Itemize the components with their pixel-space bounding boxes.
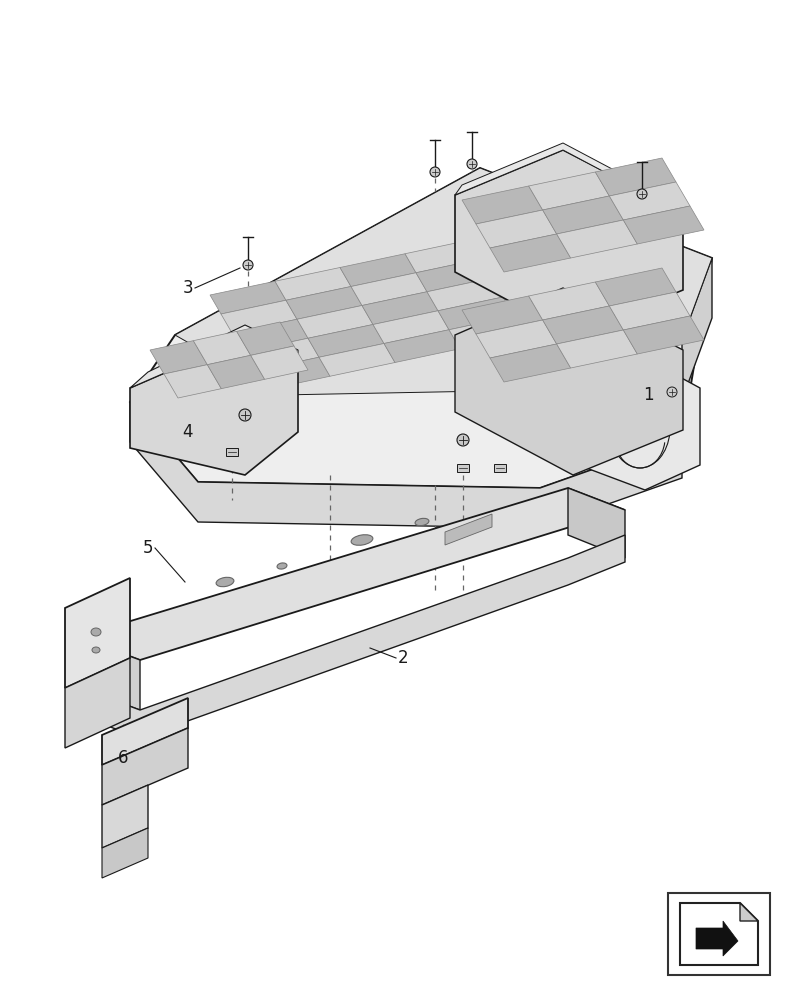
Text: 5: 5 bbox=[142, 539, 152, 557]
Text: 1: 1 bbox=[642, 386, 653, 404]
Polygon shape bbox=[384, 330, 460, 362]
Circle shape bbox=[466, 159, 476, 169]
Polygon shape bbox=[568, 488, 624, 558]
Polygon shape bbox=[130, 338, 298, 475]
Circle shape bbox=[238, 409, 251, 421]
Polygon shape bbox=[679, 903, 757, 965]
Polygon shape bbox=[454, 150, 682, 335]
Polygon shape bbox=[78, 637, 139, 710]
Circle shape bbox=[242, 260, 253, 270]
Polygon shape bbox=[207, 355, 264, 389]
Polygon shape bbox=[528, 172, 608, 210]
Circle shape bbox=[636, 189, 646, 199]
Polygon shape bbox=[623, 206, 703, 244]
Polygon shape bbox=[285, 286, 362, 319]
Polygon shape bbox=[542, 306, 623, 344]
Polygon shape bbox=[489, 344, 570, 382]
FancyBboxPatch shape bbox=[457, 464, 469, 472]
FancyBboxPatch shape bbox=[225, 448, 238, 456]
Polygon shape bbox=[102, 698, 188, 765]
Polygon shape bbox=[275, 267, 350, 300]
Polygon shape bbox=[297, 306, 372, 338]
Polygon shape bbox=[130, 402, 681, 528]
Circle shape bbox=[457, 434, 469, 446]
FancyBboxPatch shape bbox=[667, 893, 769, 975]
Polygon shape bbox=[102, 828, 148, 878]
Ellipse shape bbox=[277, 563, 286, 569]
Text: 2: 2 bbox=[397, 649, 408, 667]
Polygon shape bbox=[150, 341, 207, 374]
Polygon shape bbox=[251, 346, 307, 379]
Polygon shape bbox=[78, 488, 624, 660]
Polygon shape bbox=[340, 254, 415, 286]
Polygon shape bbox=[454, 143, 679, 212]
Polygon shape bbox=[372, 311, 448, 344]
Polygon shape bbox=[362, 292, 437, 324]
Polygon shape bbox=[475, 320, 556, 358]
Polygon shape bbox=[102, 785, 148, 848]
Ellipse shape bbox=[414, 518, 428, 526]
Circle shape bbox=[430, 167, 440, 177]
Polygon shape bbox=[437, 297, 513, 330]
Polygon shape bbox=[608, 182, 689, 220]
Polygon shape bbox=[448, 316, 525, 349]
Polygon shape bbox=[461, 186, 542, 224]
Polygon shape bbox=[232, 319, 307, 352]
Polygon shape bbox=[695, 921, 737, 956]
FancyBboxPatch shape bbox=[493, 464, 505, 472]
Polygon shape bbox=[594, 158, 676, 196]
Ellipse shape bbox=[350, 535, 372, 545]
Text: 6: 6 bbox=[118, 749, 128, 767]
Polygon shape bbox=[405, 240, 480, 273]
Polygon shape bbox=[319, 344, 394, 376]
Polygon shape bbox=[542, 196, 623, 234]
Polygon shape bbox=[210, 281, 285, 314]
Polygon shape bbox=[528, 282, 608, 320]
Polygon shape bbox=[556, 330, 637, 368]
Polygon shape bbox=[242, 338, 319, 371]
Polygon shape bbox=[65, 658, 130, 748]
Polygon shape bbox=[130, 325, 298, 388]
Polygon shape bbox=[102, 728, 188, 805]
Polygon shape bbox=[350, 273, 427, 306]
Polygon shape bbox=[78, 535, 624, 738]
Polygon shape bbox=[164, 365, 221, 398]
Polygon shape bbox=[415, 259, 491, 292]
Polygon shape bbox=[608, 292, 689, 330]
Text: 3: 3 bbox=[182, 279, 193, 297]
Ellipse shape bbox=[216, 577, 234, 587]
Ellipse shape bbox=[92, 647, 100, 653]
Polygon shape bbox=[461, 296, 542, 334]
Polygon shape bbox=[307, 324, 384, 357]
Polygon shape bbox=[594, 268, 676, 306]
Polygon shape bbox=[739, 903, 757, 921]
Polygon shape bbox=[175, 168, 711, 395]
Circle shape bbox=[666, 387, 676, 397]
Polygon shape bbox=[193, 331, 251, 365]
Polygon shape bbox=[221, 300, 297, 333]
Polygon shape bbox=[427, 278, 502, 311]
Polygon shape bbox=[236, 322, 294, 355]
Polygon shape bbox=[65, 578, 130, 688]
Polygon shape bbox=[444, 514, 491, 545]
Polygon shape bbox=[454, 288, 682, 475]
Polygon shape bbox=[623, 316, 703, 354]
Polygon shape bbox=[564, 362, 699, 490]
Polygon shape bbox=[130, 168, 711, 488]
Polygon shape bbox=[254, 357, 329, 390]
Text: 4: 4 bbox=[182, 423, 193, 441]
Polygon shape bbox=[475, 210, 556, 248]
Polygon shape bbox=[556, 220, 637, 258]
Polygon shape bbox=[681, 258, 711, 400]
Ellipse shape bbox=[91, 628, 101, 636]
Polygon shape bbox=[489, 234, 570, 272]
